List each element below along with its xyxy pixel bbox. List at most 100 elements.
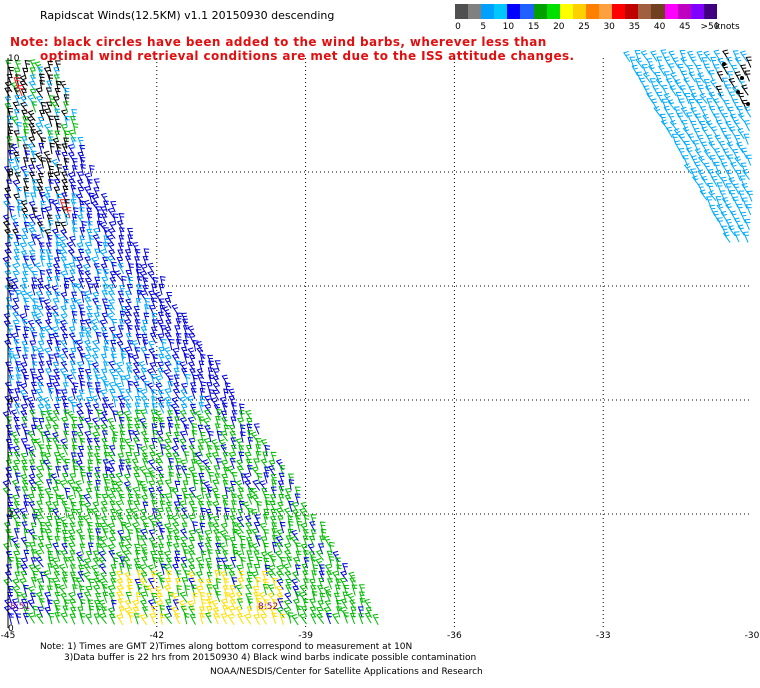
wind-barb xyxy=(12,311,20,323)
wind-barb xyxy=(697,84,704,96)
wind-barb xyxy=(44,347,52,359)
wind-barb xyxy=(27,586,36,598)
wind-barb xyxy=(212,375,221,387)
wind-barb xyxy=(243,613,252,625)
wind-barb xyxy=(86,228,93,240)
wind-barb xyxy=(59,516,68,528)
wind-barb xyxy=(15,346,22,359)
wind-barb xyxy=(72,584,78,596)
wind-barb xyxy=(705,196,712,208)
wind-barb xyxy=(316,612,325,625)
wind-barb xyxy=(206,501,213,513)
wind-barb xyxy=(112,213,119,225)
wind-barb xyxy=(283,599,292,611)
wind-barb xyxy=(32,570,39,583)
wind-barb xyxy=(44,229,51,241)
wind-barb xyxy=(328,556,335,568)
wind-barb xyxy=(91,417,100,429)
wind-barb xyxy=(101,290,108,302)
wind-barb xyxy=(251,494,260,506)
wind-barb xyxy=(27,446,36,458)
wind-barb xyxy=(92,283,99,295)
wind-barb xyxy=(303,514,310,527)
wind-barb xyxy=(90,318,99,331)
wind-barb xyxy=(660,119,669,131)
wind-barb xyxy=(134,549,141,562)
wind-barb xyxy=(28,459,36,471)
wind-barb xyxy=(100,192,109,205)
wind-barb xyxy=(230,402,237,414)
wind-barb xyxy=(2,480,11,492)
wind-barb xyxy=(36,305,44,317)
wind-barb xyxy=(7,367,14,379)
wind-barb xyxy=(47,136,54,148)
wind-barb xyxy=(123,410,132,422)
wind-barb xyxy=(93,452,101,464)
wind-barb xyxy=(180,388,188,400)
wind-barb xyxy=(55,458,62,470)
wind-barb xyxy=(51,158,60,171)
scale-swatch xyxy=(625,4,639,19)
wind-barb xyxy=(127,353,134,365)
wind-barb xyxy=(660,49,667,61)
wind-barb xyxy=(165,501,173,513)
wind-barb xyxy=(3,578,12,590)
scale-swatch xyxy=(677,4,691,19)
wind-barb xyxy=(223,564,230,576)
wind-barb xyxy=(214,473,221,485)
wind-barb xyxy=(39,459,46,471)
wind-barb xyxy=(259,522,267,535)
wind-barb xyxy=(47,219,54,232)
scale-swatch xyxy=(638,4,652,19)
wind-barb xyxy=(190,584,197,596)
wind-barb xyxy=(255,598,262,610)
wind-barb xyxy=(191,430,198,442)
wind-barb xyxy=(23,549,30,561)
wind-barb xyxy=(62,101,69,113)
wind-barb xyxy=(192,521,198,533)
wind-barb xyxy=(341,563,348,575)
wind-barb xyxy=(692,140,699,152)
wind-barb xyxy=(46,535,53,547)
wind-barb xyxy=(94,382,101,394)
wind-barb xyxy=(108,360,116,372)
wind-barb xyxy=(69,360,76,372)
wind-barb xyxy=(35,472,44,484)
wind-barb xyxy=(40,101,47,114)
wind-barb xyxy=(221,494,228,506)
wind-barb xyxy=(46,339,53,351)
wind-barb xyxy=(119,403,126,415)
wind-barb xyxy=(220,598,229,610)
wind-barb xyxy=(222,452,229,464)
wind-barb xyxy=(58,353,67,365)
wind-barb xyxy=(650,98,658,110)
wind-barb xyxy=(201,598,207,611)
wind-barb xyxy=(31,361,38,373)
wind-barb xyxy=(29,409,36,421)
wind-barb xyxy=(718,155,725,167)
wind-barb xyxy=(713,147,721,160)
wind-barb xyxy=(84,172,92,184)
wind-barb xyxy=(64,507,71,519)
wind-barb xyxy=(83,563,91,575)
wind-barb xyxy=(300,501,308,513)
wind-barb xyxy=(42,570,51,582)
wind-barb xyxy=(239,535,246,547)
wind-barb xyxy=(63,409,69,421)
wind-barb xyxy=(228,592,237,604)
wind-barb xyxy=(56,164,63,176)
wind-barb xyxy=(133,557,141,570)
wind-barb xyxy=(117,325,124,337)
wind-barb xyxy=(69,598,76,611)
wind-barb xyxy=(708,70,715,82)
wind-barb xyxy=(238,403,245,415)
wind-barb xyxy=(173,501,180,513)
wind-barb xyxy=(144,304,150,316)
wind-barb xyxy=(139,417,147,429)
wind-barb xyxy=(263,599,270,611)
wind-barb xyxy=(315,549,324,561)
wind-barb xyxy=(31,270,38,283)
wind-barb xyxy=(79,599,86,611)
wind-barb xyxy=(13,255,21,267)
wind-barb xyxy=(141,452,149,464)
